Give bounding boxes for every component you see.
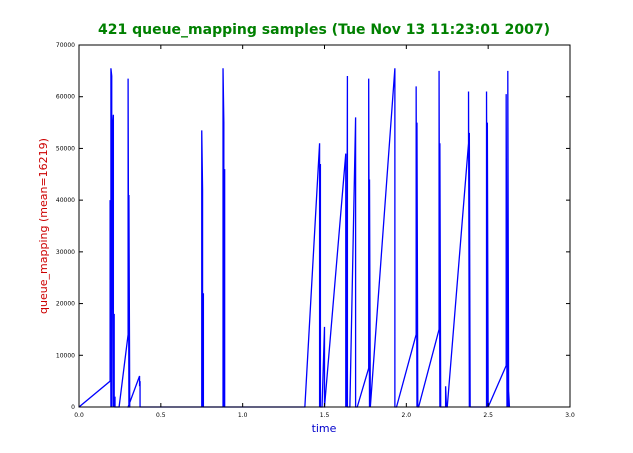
y-tick-label: 60000 [56,94,75,101]
x-tick-label: 2.0 [402,412,412,419]
data-series-line-0 [78,68,511,408]
y-tick-label: 40000 [56,197,75,204]
x-tick-label: 1.0 [238,412,248,419]
y-tick-label: 0 [71,404,75,411]
x-tick-label: 2.5 [483,412,493,419]
x-tick-label: 3.0 [565,412,575,419]
x-axis-label: time [312,422,337,435]
x-tick-label: 0.5 [156,412,166,419]
x-tick-label: 1.5 [320,412,330,419]
x-tick-label: 0.0 [74,412,84,419]
y-axis-label: queue_mapping (mean=16219) [37,138,50,314]
y-tick-label: 30000 [56,249,75,256]
y-tick-label: 70000 [56,42,75,49]
y-tick-label: 20000 [56,301,75,308]
chart-title: 421 queue_mapping samples (Tue Nov 13 11… [98,22,550,38]
y-tick-label: 50000 [56,145,75,152]
y-tick-label: 10000 [56,352,75,359]
plot-area: 0.0 0.5 1.0 1.5 2.0 2.5 3.0 0 10000 20000 30000 400… [56,42,575,419]
